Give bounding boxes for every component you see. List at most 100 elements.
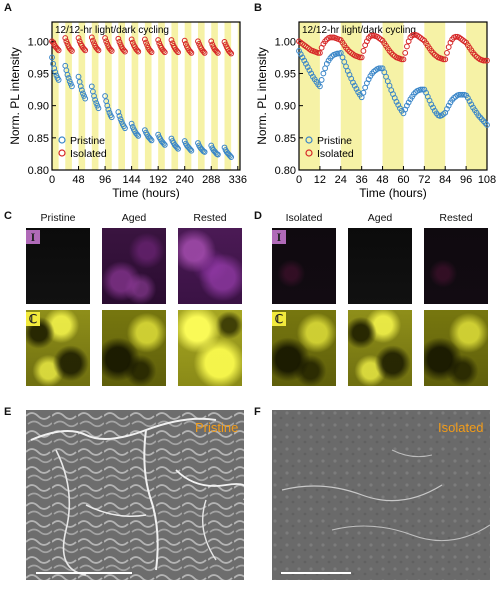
chart-a-light-band xyxy=(224,22,232,170)
chart-a-point-pristine xyxy=(65,75,72,81)
panel-e-sample-label: Pristine xyxy=(195,420,239,435)
panel-c-label-rested: Rested xyxy=(193,212,227,224)
chart-b-legend-marker-isolated xyxy=(305,149,313,157)
chart-a-point-pristine xyxy=(52,69,59,76)
chart-b-point-pristine xyxy=(464,95,471,101)
chart-a-point-pristine xyxy=(228,154,235,161)
chart-a-xtick-label: 240 xyxy=(176,174,194,186)
chart-a-ytick-label: 0.80 xyxy=(28,165,49,177)
chart-b-xtick-label: 96 xyxy=(460,174,472,186)
chart-a-point-isolated xyxy=(181,37,188,44)
chart-a-annotation: 12/12-hr light/dark cycling xyxy=(55,25,169,36)
panel-d-cesium-map-aged xyxy=(348,310,412,386)
chart-b-point-pristine xyxy=(417,86,424,93)
chart-a-light-band xyxy=(158,22,165,170)
chart-b-point-pristine xyxy=(445,102,452,109)
chart-b-point-pristine xyxy=(405,99,412,106)
chart-b-point-pristine xyxy=(395,102,402,108)
chart-b-point-pristine xyxy=(320,70,327,77)
chart-b-point-pristine xyxy=(377,65,384,72)
chart-a-point-pristine xyxy=(122,125,128,132)
chart-a-point-isolated xyxy=(81,46,87,52)
panel-f-scale-bar xyxy=(281,572,351,574)
chart-b-point-pristine xyxy=(365,76,372,83)
chart-a-point-pristine xyxy=(105,106,112,113)
chart-b-point-pristine xyxy=(360,89,367,96)
chart-a-point-pristine xyxy=(69,83,75,90)
chart-b-point-pristine xyxy=(404,102,410,109)
chart-b-point-pristine xyxy=(301,57,308,64)
chart-a-xtick-label: 288 xyxy=(202,174,220,186)
panel-d-cesium-badge: ℂ xyxy=(272,312,286,326)
chart-b-ytick-label: 0.95 xyxy=(275,68,296,80)
chart-b-point-pristine xyxy=(316,83,323,90)
chart-b-point-pristine xyxy=(296,48,302,54)
chart-a-light-band xyxy=(118,22,125,170)
chart-b-point-pristine xyxy=(304,64,311,70)
chart-b-point-pristine xyxy=(428,101,435,108)
chart-b-point-pristine xyxy=(484,122,490,128)
chart-a-point-pristine xyxy=(77,83,84,90)
chart-a-point-pristine xyxy=(116,113,123,119)
chart-a-point-pristine xyxy=(64,71,71,78)
chart-b-point-isolated xyxy=(480,57,487,64)
chart-a-point-isolated xyxy=(128,36,135,43)
panel-c-label-pristine: Pristine xyxy=(40,212,76,224)
chart-a-point-pristine xyxy=(75,73,82,80)
chart-b-xtick-label: 60 xyxy=(397,174,409,186)
chart-a-point-isolated xyxy=(135,48,142,55)
chart-b-xlabel: Time (hours) xyxy=(359,186,427,200)
chart-a-frame xyxy=(51,21,241,171)
chart-a-point-pristine xyxy=(187,146,194,153)
panel-letter-a: A xyxy=(4,2,12,14)
chart-a-point-isolated xyxy=(94,46,101,52)
chart-a-ytick-label: 0.90 xyxy=(28,101,49,113)
chart-a: 0.80 0.85 0.90 0.95 1.00 0 48 96 144 192 240 288 336… xyxy=(8,21,247,200)
chart-a-light-band xyxy=(171,22,179,170)
panel-letter-c: C xyxy=(4,210,12,222)
chart-a-point-isolated xyxy=(122,48,128,55)
chart-a-light-band xyxy=(184,22,192,170)
panel-letter-e: E xyxy=(4,406,12,418)
panel-f-sem-image xyxy=(272,410,490,580)
panel-d-iodine-badge: I xyxy=(272,230,286,244)
panel-e-sem-image xyxy=(26,410,244,580)
chart-a-point-isolated xyxy=(69,48,75,54)
chart-a-point-pristine xyxy=(188,147,195,154)
chart-a-light-band xyxy=(91,22,99,170)
chart-b-xtick-label: 0 xyxy=(296,174,302,186)
chart-a-legend-label-pristine: Pristine xyxy=(70,135,105,147)
chart-b-xtick-label: 84 xyxy=(439,174,451,186)
chart-a-point-isolated xyxy=(75,35,82,41)
chart-a-point-pristine xyxy=(102,93,108,99)
chart-b-point-isolated xyxy=(360,48,367,54)
chart-b-point-isolated xyxy=(315,49,322,56)
panel-e-scale-bar xyxy=(36,572,132,574)
chart-b-point-isolated xyxy=(484,57,490,64)
panel-d-iodine-map-rested xyxy=(424,228,488,304)
chart-a-point-pristine xyxy=(161,142,168,148)
chart-a-point-isolated xyxy=(228,50,235,57)
chart-b-light-band xyxy=(424,22,446,170)
chart-a-point-pristine xyxy=(92,96,99,103)
chart-b-point-pristine xyxy=(466,98,473,105)
chart-b-point-isolated xyxy=(363,38,370,45)
chart-a-legend-label-isolated: Isolated xyxy=(70,148,107,160)
chart-b-point-pristine xyxy=(430,104,436,111)
chart-b-point-pristine xyxy=(351,82,358,89)
chart-b-point-isolated xyxy=(358,54,365,61)
chart-a-light-band xyxy=(52,22,59,170)
chart-a-point-isolated xyxy=(174,48,180,54)
chart-b: 0.80 0.85 0.90 0.95 1.00 0 12 24 36 48 60 72 84 96 108… xyxy=(255,21,496,200)
chart-a-point-pristine xyxy=(227,152,233,159)
panel-letter-b: B xyxy=(254,2,262,14)
chart-a-xtick-label: 192 xyxy=(149,174,167,186)
panel-d-label-rested: Rested xyxy=(439,212,473,224)
chart-a-point-isolated xyxy=(160,48,167,54)
chart-a-point-pristine xyxy=(147,136,154,143)
chart-b-point-pristine xyxy=(421,86,428,93)
chart-a-point-isolated xyxy=(187,48,194,55)
chart-b-point-pristine xyxy=(376,65,382,72)
chart-a-point-isolated xyxy=(213,48,220,55)
chart-a-point-isolated xyxy=(107,46,114,53)
